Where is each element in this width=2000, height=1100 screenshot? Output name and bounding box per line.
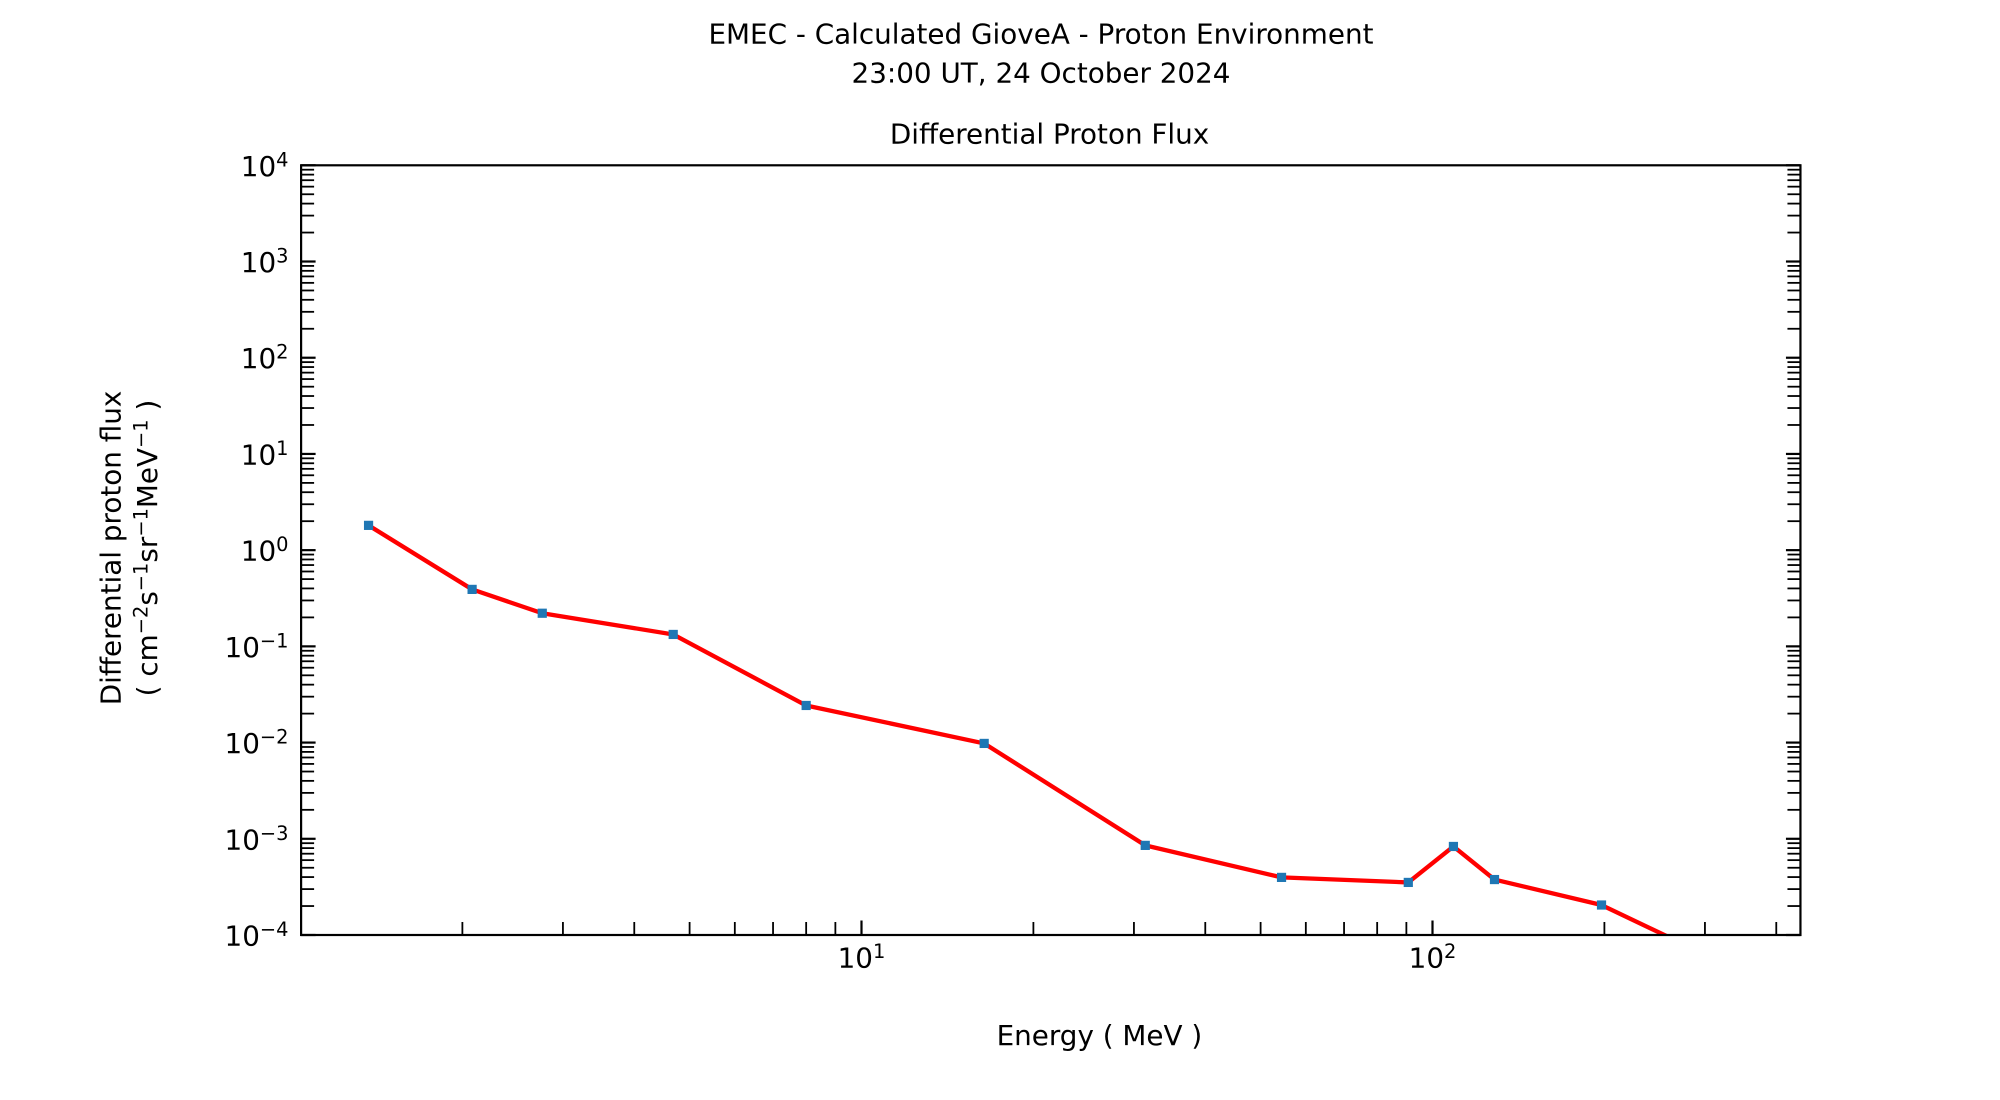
y-tick-label: 10−1	[225, 629, 289, 664]
y-tick-label: 10−3	[225, 822, 289, 857]
x-tick-label: 101	[838, 940, 886, 975]
data-point-marker	[1448, 841, 1459, 852]
y-tick-label: 101	[241, 437, 289, 472]
data-point-marker	[467, 584, 477, 594]
data-point-marker	[1700, 950, 1709, 959]
y-tick-label: 10−4	[225, 918, 289, 953]
data-point-marker	[801, 700, 811, 711]
data-series-layer	[363, 520, 1709, 959]
data-point-marker	[363, 520, 374, 530]
y-axis-label-line1: Differential proton flux	[95, 391, 128, 706]
tick-labels-layer: 104 103 102 101 100 10−1 10−2 10−3 10−4 101 102	[225, 148, 1457, 974]
data-point-marker	[1276, 872, 1287, 882]
y-axis-label-line2: ( cm−2​s−1​sr−1​MeV−1​ )	[130, 400, 165, 697]
data-point-marker	[1489, 874, 1500, 885]
suptitle-line1: EMEC - Calculated GioveA - Proton Enviro…	[708, 18, 1373, 51]
data-point-marker	[1403, 877, 1413, 888]
plot-border	[300, 164, 1802, 937]
y-tick-label: 100	[241, 533, 289, 568]
axes-ticks-layer	[300, 164, 1802, 937]
y-tick-label: 10−2	[225, 726, 289, 761]
series-line-differential-proton-flux	[366, 523, 1670, 936]
data-point-marker	[537, 608, 547, 618]
data-point-marker	[668, 629, 678, 640]
data-point-marker	[979, 738, 989, 749]
data-point-marker	[1140, 840, 1150, 850]
y-tick-label: 104	[241, 148, 289, 183]
suptitle-line2: 23:00 UT, 24 October 2024	[852, 57, 1231, 90]
x-axis-label: Energy ( MeV )	[997, 1019, 1203, 1052]
y-tick-label: 102	[241, 341, 289, 376]
data-point-marker	[1596, 900, 1607, 910]
axes-title: Differential Proton Flux	[890, 117, 1209, 150]
y-tick-label: 103	[241, 245, 289, 280]
x-tick-label: 102	[1409, 940, 1457, 975]
